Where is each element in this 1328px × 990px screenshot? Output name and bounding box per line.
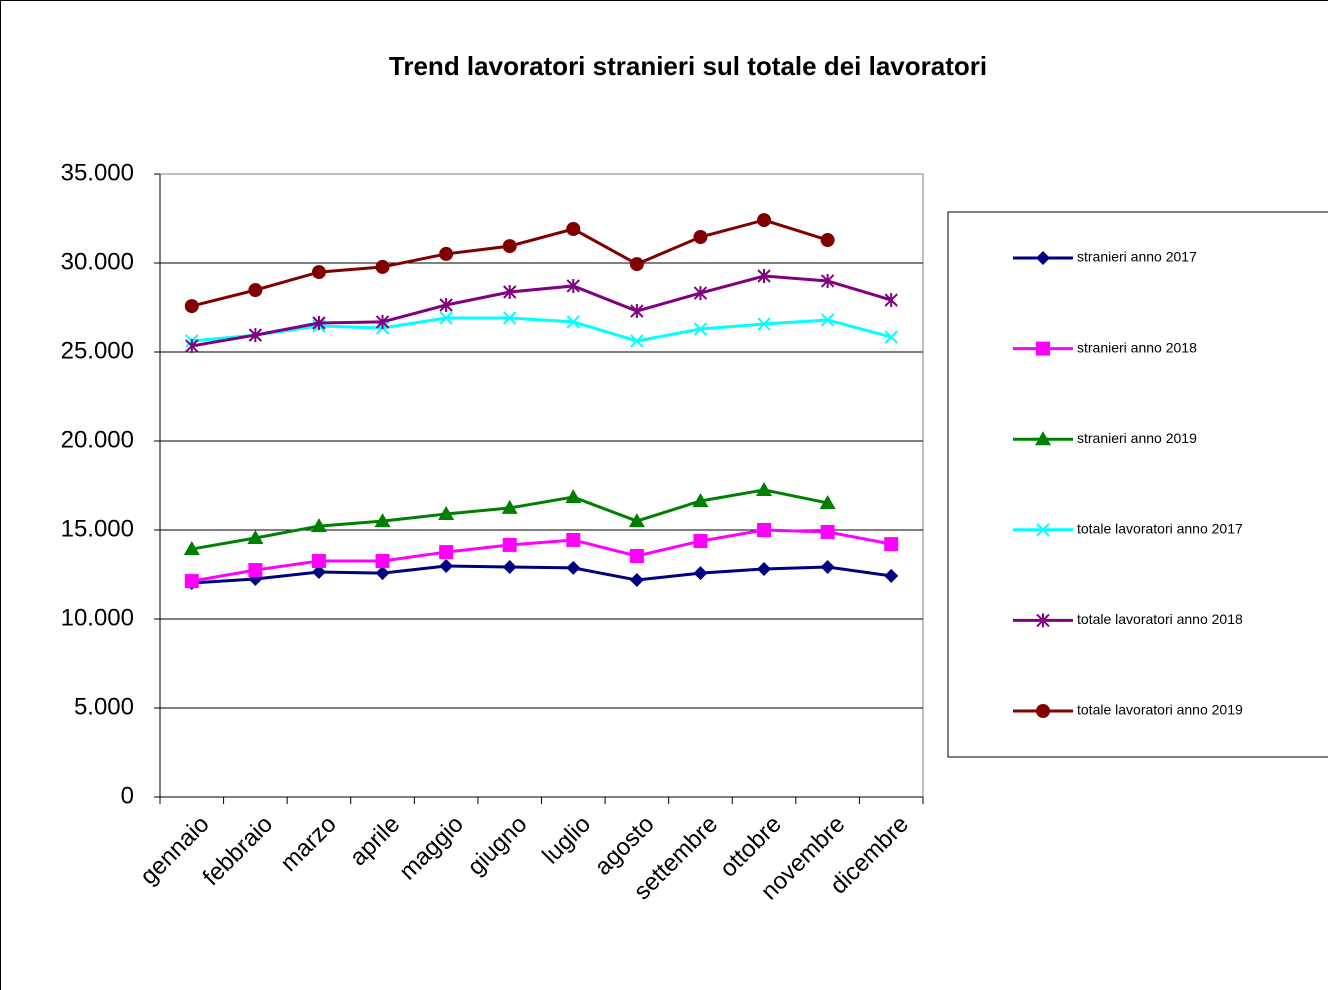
series-line	[191, 528, 892, 583]
data-point	[629, 257, 644, 272]
data-point	[312, 315, 326, 330]
legend-marker	[1036, 613, 1050, 628]
data-point	[248, 328, 263, 343]
data-point	[566, 560, 581, 575]
data-point	[629, 548, 644, 563]
data-point	[184, 299, 199, 314]
legend-box	[947, 211, 1328, 758]
y-tick-label: 20.000	[61, 426, 134, 453]
data-point	[502, 560, 517, 575]
y-tick-label: 10.000	[61, 604, 134, 631]
data-point	[501, 499, 518, 514]
data-point	[311, 553, 326, 568]
data-point	[438, 505, 455, 520]
series-line	[191, 274, 892, 348]
data-point	[375, 314, 390, 329]
series-line	[191, 564, 892, 585]
data-point	[884, 330, 898, 344]
data-point	[820, 560, 835, 575]
data-point	[757, 561, 772, 576]
y-tick-label: 30.000	[61, 248, 134, 275]
data-point	[628, 513, 645, 528]
data-point	[884, 537, 899, 552]
legend-label: totale lavoratori anno 2019	[1077, 702, 1243, 718]
legend-label: totale lavoratori anno 2018	[1077, 611, 1243, 627]
data-point	[503, 285, 517, 300]
data-point	[566, 532, 581, 547]
legend-marker	[1035, 431, 1051, 446]
data-point	[819, 494, 836, 509]
series-line	[191, 316, 892, 343]
legend-marker	[1036, 523, 1050, 537]
data-point	[693, 566, 708, 581]
legend-marker	[1036, 341, 1050, 356]
y-tick-label: 35.000	[61, 159, 134, 186]
y-tick-label: 5.000	[74, 693, 134, 720]
data-point	[693, 322, 708, 336]
data-point	[565, 489, 582, 504]
data-point	[375, 553, 390, 568]
data-point	[310, 518, 327, 533]
data-point	[630, 334, 644, 348]
data-point	[692, 492, 709, 507]
data-point	[757, 213, 772, 228]
data-point	[247, 530, 264, 545]
data-point	[630, 304, 644, 319]
legend-label: stranieri anno 2017	[1077, 249, 1197, 265]
data-point	[375, 259, 390, 274]
legend-label: stranieri anno 2018	[1077, 339, 1197, 355]
plot-area	[159, 173, 924, 798]
data-point	[693, 230, 708, 245]
legend-label: stranieri anno 2019	[1077, 430, 1197, 446]
data-point	[884, 568, 899, 583]
data-point	[820, 273, 835, 288]
data-point	[183, 541, 200, 556]
data-point	[884, 293, 898, 308]
legend-marker	[1036, 704, 1050, 718]
data-point	[248, 563, 263, 578]
data-point	[756, 481, 773, 496]
y-tick-label: 25.000	[61, 337, 134, 364]
data-point	[693, 534, 708, 549]
y-tick-label: 15.000	[61, 515, 134, 542]
data-point	[311, 265, 326, 280]
data-point	[375, 566, 390, 581]
data-point	[185, 338, 199, 353]
data-point	[629, 573, 644, 588]
data-point	[503, 311, 517, 325]
data-point	[693, 286, 708, 301]
data-point	[311, 565, 326, 580]
data-point	[439, 298, 453, 313]
data-point	[566, 315, 580, 329]
data-point	[439, 545, 454, 560]
legend-label: totale lavoratori anno 2017	[1077, 521, 1243, 537]
data-point	[502, 537, 517, 552]
data-point	[502, 239, 517, 254]
data-point	[248, 283, 263, 298]
data-point	[820, 313, 835, 327]
data-point	[439, 311, 453, 325]
data-point	[757, 523, 772, 537]
data-point	[439, 246, 454, 261]
y-tick-label: 0	[121, 782, 134, 809]
data-point	[439, 558, 454, 573]
chart-title: Trend lavoratori stranieri sul totale de…	[389, 51, 987, 81]
data-point	[757, 268, 771, 283]
data-point	[374, 513, 391, 528]
data-point	[820, 233, 835, 248]
data-point	[184, 574, 199, 589]
data-point	[566, 222, 581, 237]
data-point	[757, 317, 771, 331]
data-point	[820, 524, 835, 539]
legend-marker	[1036, 251, 1050, 265]
data-point	[566, 278, 580, 293]
